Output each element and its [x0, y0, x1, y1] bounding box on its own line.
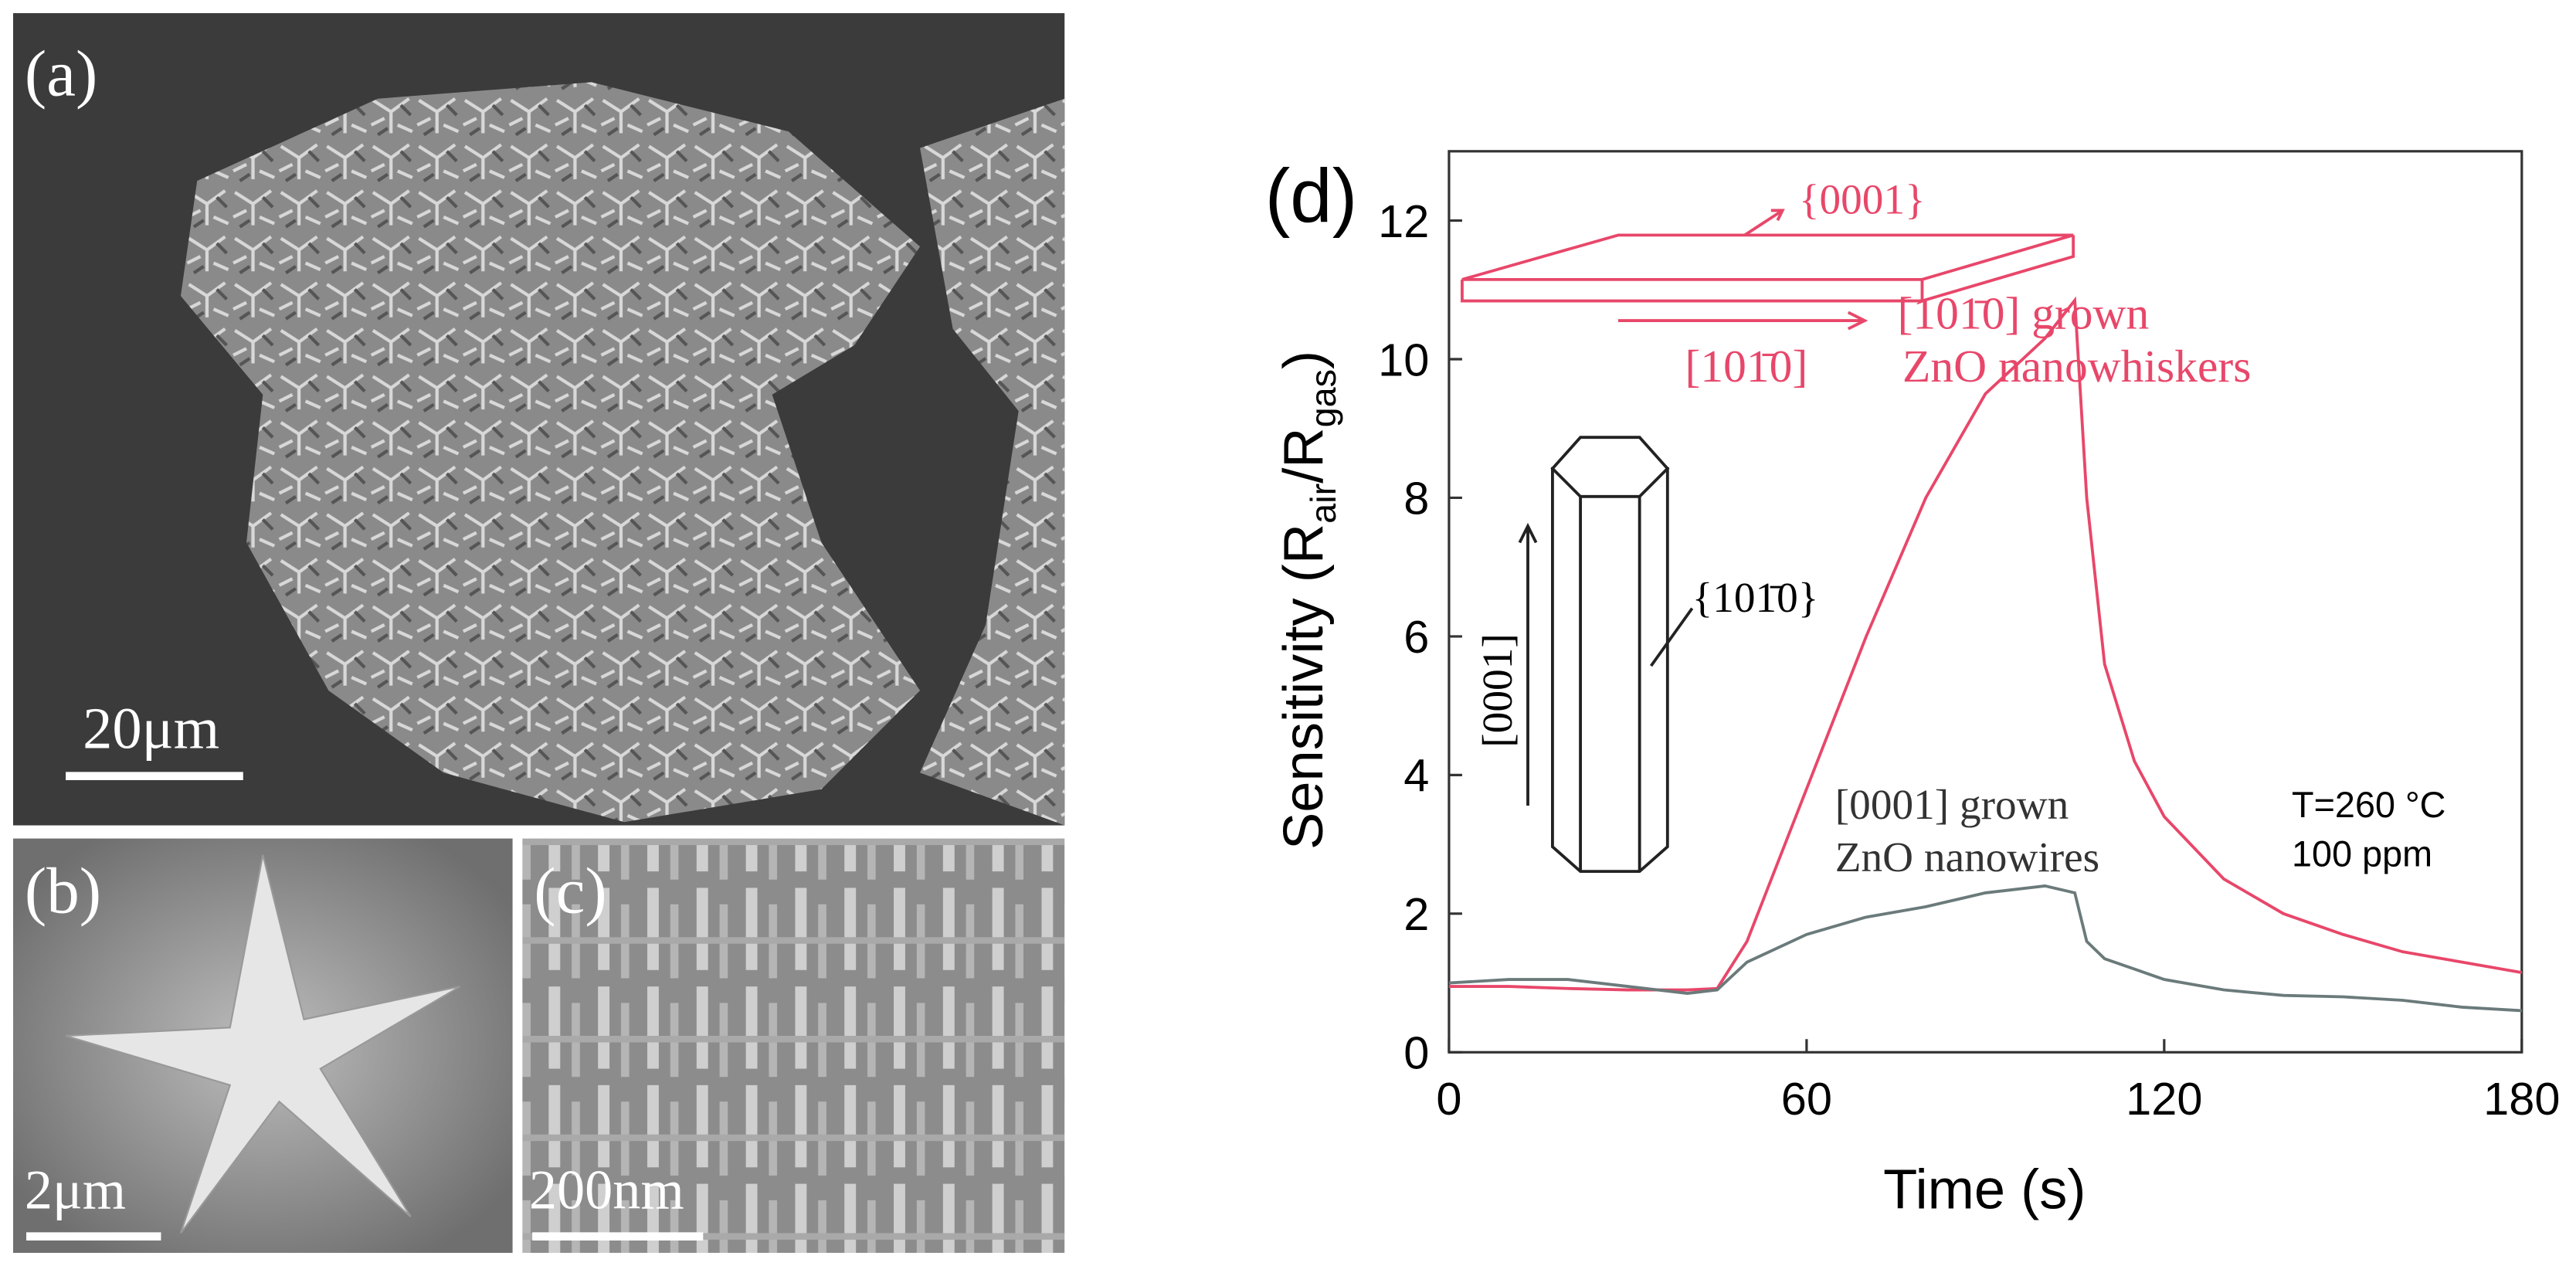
- y-tick-label: 10: [1378, 334, 1429, 385]
- scale-label: 20μm: [83, 695, 219, 761]
- y-tick-label: 6: [1403, 611, 1429, 663]
- x-tick-label: 60: [1781, 1073, 1832, 1125]
- particle-cluster: [920, 98, 1065, 826]
- panel-d: (d) Time (s) Sensitivity (Rair/Rgas) {00…: [1265, 150, 2560, 1221]
- annotation: T=260 °C: [2292, 785, 2445, 825]
- y-tick-label: 2: [1403, 888, 1429, 940]
- panel-label: (a): [25, 37, 97, 110]
- y-label-part: ): [1273, 351, 1335, 369]
- annotation: [0001] grown: [1835, 781, 2069, 828]
- y-label-part: Sensitivity (R: [1273, 524, 1335, 850]
- annotation: [101̄0] grown: [1898, 288, 2150, 339]
- sem-image-c: [522, 838, 1065, 1253]
- annotation: 100 ppm: [2292, 834, 2432, 874]
- panel-label: (b): [25, 854, 101, 927]
- panel-c: (c) 200nm: [522, 838, 1065, 1253]
- plate-diagram: [1461, 209, 2075, 331]
- prism-diagram: [1518, 436, 1694, 874]
- y-tick-label: 4: [1403, 750, 1429, 802]
- y-tick-label: 0: [1403, 1027, 1429, 1079]
- panel-label: (d): [1265, 153, 1358, 238]
- annotation: [0001]: [1474, 633, 1521, 748]
- x-tick-label: 180: [2483, 1073, 2560, 1125]
- annotation: ZnO nanowires: [1835, 833, 2099, 881]
- x-axis-label: Time (s): [1883, 1159, 2086, 1220]
- particle-cluster: [180, 82, 921, 823]
- plot-frame: [1448, 150, 2523, 1054]
- y-label-sub: gas: [1303, 369, 1343, 427]
- panel-label: (c): [534, 854, 606, 927]
- annotation: {101̄0}: [1692, 574, 1819, 621]
- annotation: [101̄0]: [1685, 341, 1808, 392]
- data-line: [1448, 884, 2522, 1013]
- star-crystal: [65, 854, 461, 1234]
- panel-a: (a) 20μm: [13, 13, 1065, 826]
- annotation: {0001}: [1799, 176, 1926, 223]
- panel-b: (b) 2μm: [13, 838, 513, 1253]
- y-label-part: /R: [1273, 427, 1335, 483]
- x-tick-label: 0: [1436, 1073, 1461, 1125]
- y-axis-label: Sensitivity (Rair/Rgas): [1273, 351, 1343, 850]
- x-tick-label: 120: [2126, 1073, 2202, 1125]
- y-tick-label: 12: [1378, 195, 1429, 247]
- scale-label: 200nm: [529, 1159, 684, 1220]
- scale-label: 2μm: [25, 1159, 126, 1220]
- y-label-sub: air: [1303, 484, 1343, 524]
- y-tick-label: 8: [1403, 473, 1429, 524]
